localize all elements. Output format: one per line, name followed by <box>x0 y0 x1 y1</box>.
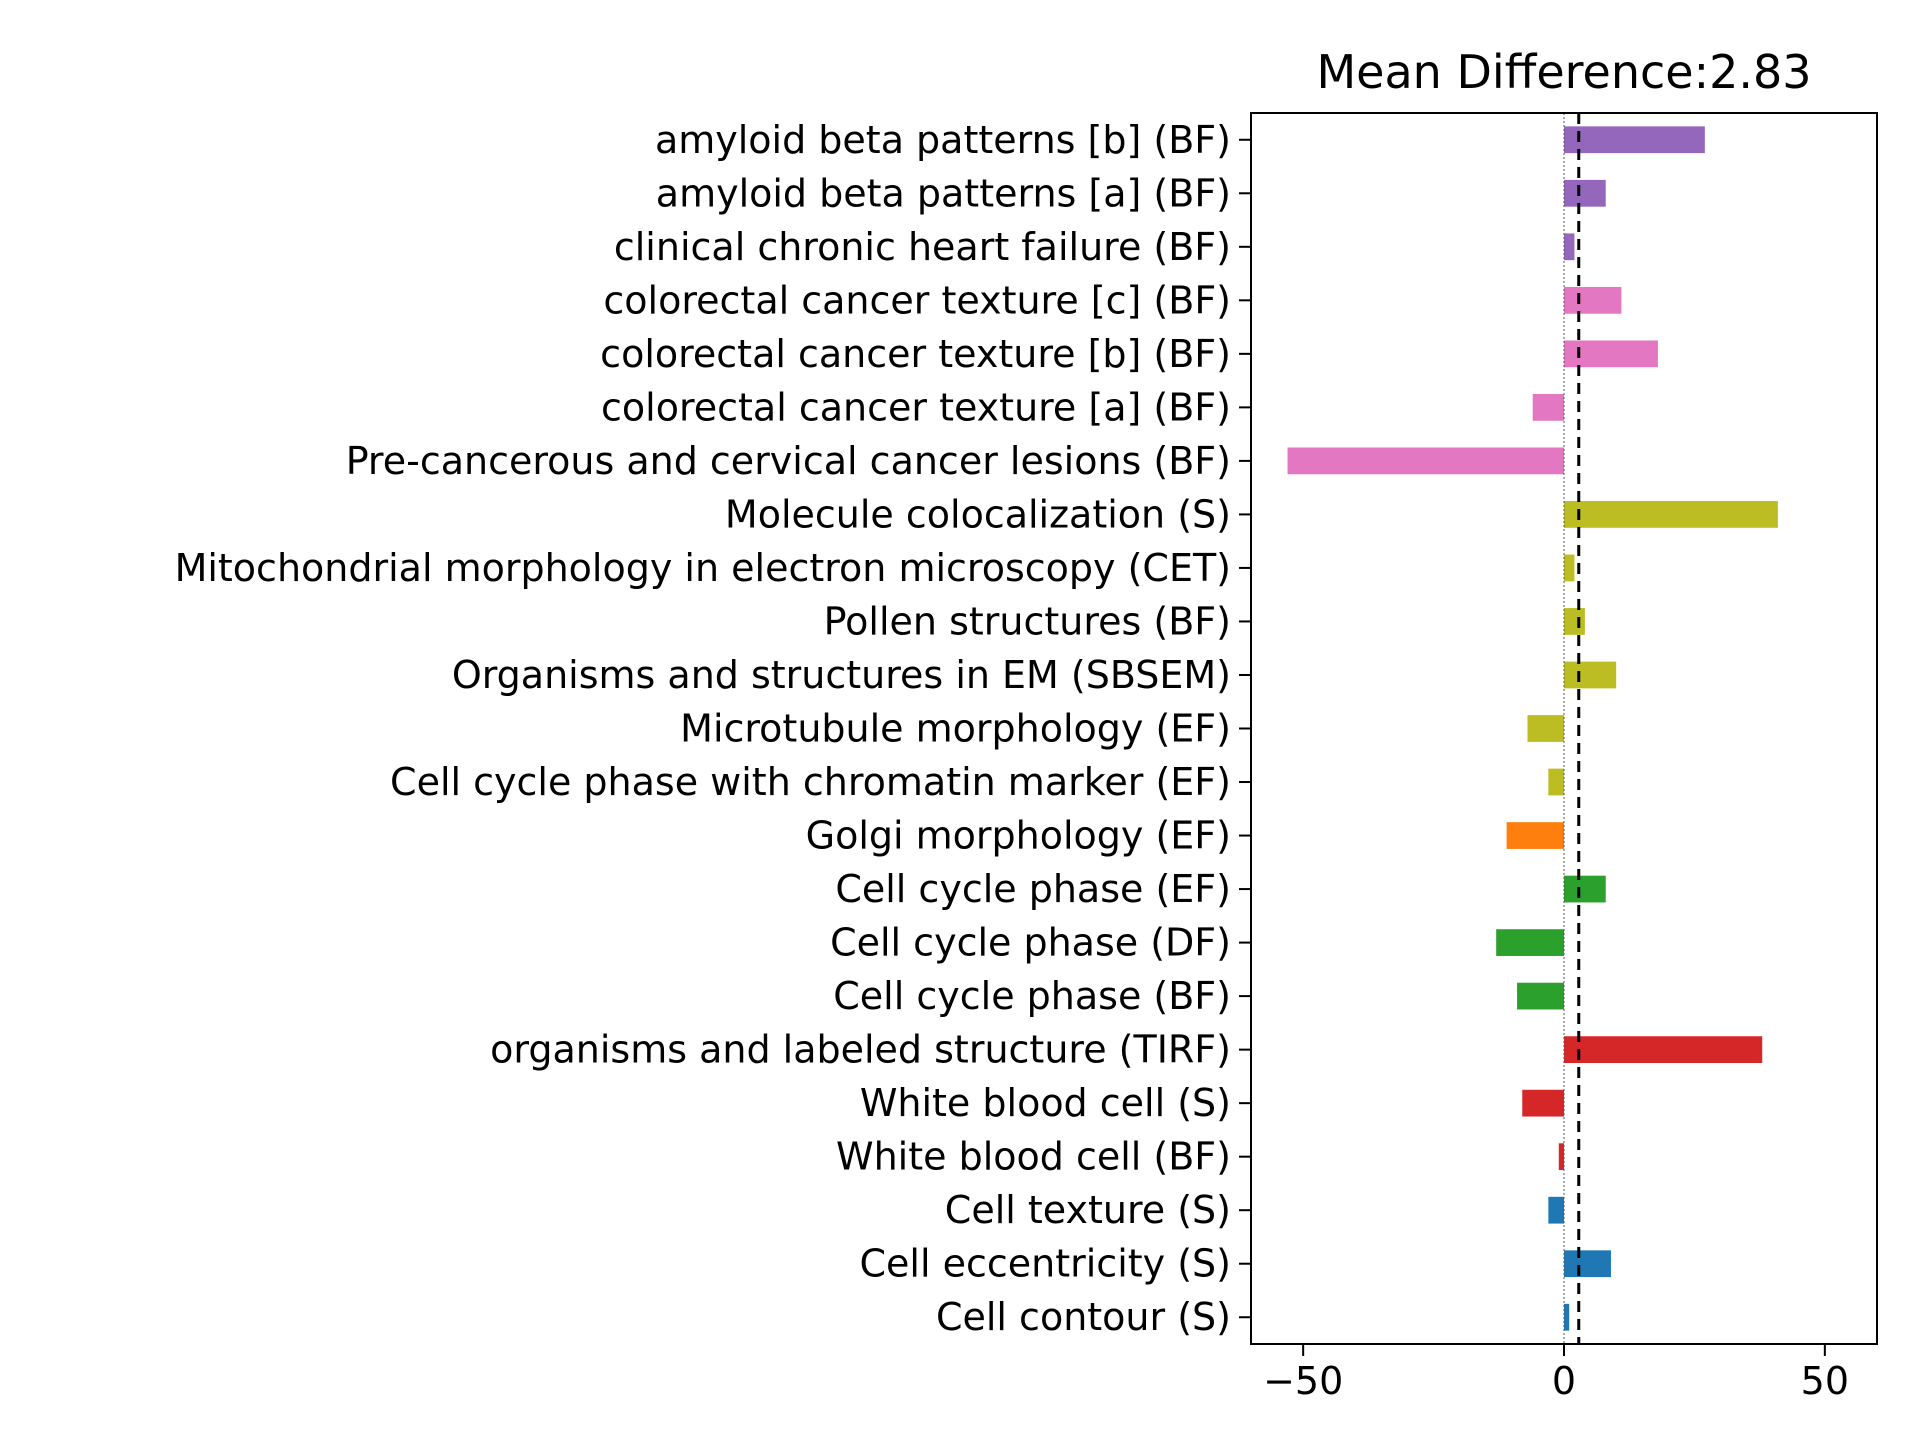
y-tick-label: Microtubule morphology (EF) <box>680 707 1231 751</box>
y-tick-label: Pre-cancerous and cervical cancer lesion… <box>346 439 1231 483</box>
bar <box>1564 875 1606 903</box>
bar <box>1564 233 1575 261</box>
bar <box>1532 393 1564 421</box>
reference-lines-layer <box>1563 113 1581 1344</box>
y-tick-label: Pollen structures (BF) <box>824 599 1231 643</box>
y-tick-label: colorectal cancer texture [a] (BF) <box>601 385 1231 429</box>
y-tick-label: Mitochondrial morphology in electron mic… <box>175 546 1231 590</box>
y-tick-label: White blood cell (S) <box>860 1081 1231 1125</box>
bar <box>1564 1303 1570 1331</box>
y-axis: amyloid beta patterns [b] (BF) amyloid be… <box>175 118 1251 1339</box>
bar <box>1564 1250 1611 1278</box>
y-tick-label: Golgi morphology (EF) <box>806 814 1231 858</box>
y-tick-label: Cell cycle phase (DF) <box>830 921 1231 965</box>
bar <box>1564 126 1705 154</box>
y-tick-label: Cell cycle phase (BF) <box>833 974 1231 1018</box>
y-tick-label: Cell cycle phase (EF) <box>835 867 1231 911</box>
y-tick-label: organisms and labeled structure (TIRF) <box>490 1028 1231 1072</box>
y-tick-label: White blood cell (BF) <box>836 1135 1231 1179</box>
y-tick-label: colorectal cancer texture [b] (BF) <box>600 332 1231 376</box>
bar <box>1558 1143 1564 1171</box>
bar <box>1564 1036 1763 1064</box>
y-tick-label: Cell contour (S) <box>936 1295 1231 1339</box>
x-tick-label: 0 <box>1552 1359 1576 1403</box>
bar <box>1564 554 1575 582</box>
x-tick-label: −50 <box>1263 1359 1343 1403</box>
chart-title: Mean Difference:2.83 <box>1316 45 1811 99</box>
y-tick-label: Cell eccentricity (S) <box>859 1242 1231 1286</box>
y-tick-label: amyloid beta patterns [a] (BF) <box>656 171 1231 215</box>
y-tick-label: Organisms and structures in EM (SBSEM) <box>452 653 1231 697</box>
bar <box>1287 447 1564 475</box>
bar <box>1564 286 1622 314</box>
bar <box>1564 661 1617 689</box>
bar <box>1496 929 1564 956</box>
bar <box>1548 768 1564 796</box>
y-tick-label: Cell texture (S) <box>945 1188 1231 1232</box>
bar <box>1564 501 1778 528</box>
y-tick-label: colorectal cancer texture [c] (BF) <box>603 278 1231 322</box>
bar <box>1506 822 1564 849</box>
bar <box>1522 1089 1564 1117</box>
y-tick-label: clinical chronic heart failure (BF) <box>614 225 1231 269</box>
y-tick-label: Molecule colocalization (S) <box>725 492 1231 536</box>
x-axis: −50 0 50 <box>1263 1344 1849 1403</box>
bar <box>1564 608 1585 635</box>
bar <box>1548 1196 1564 1224</box>
y-tick-label: Cell cycle phase with chromatin marker (… <box>390 760 1231 804</box>
bar <box>1517 982 1564 1010</box>
bars-layer <box>1287 126 1778 1331</box>
x-tick-label: 50 <box>1801 1359 1849 1403</box>
bar <box>1527 715 1564 742</box>
y-tick-label: amyloid beta patterns [b] (BF) <box>655 118 1231 162</box>
bar <box>1564 179 1606 207</box>
